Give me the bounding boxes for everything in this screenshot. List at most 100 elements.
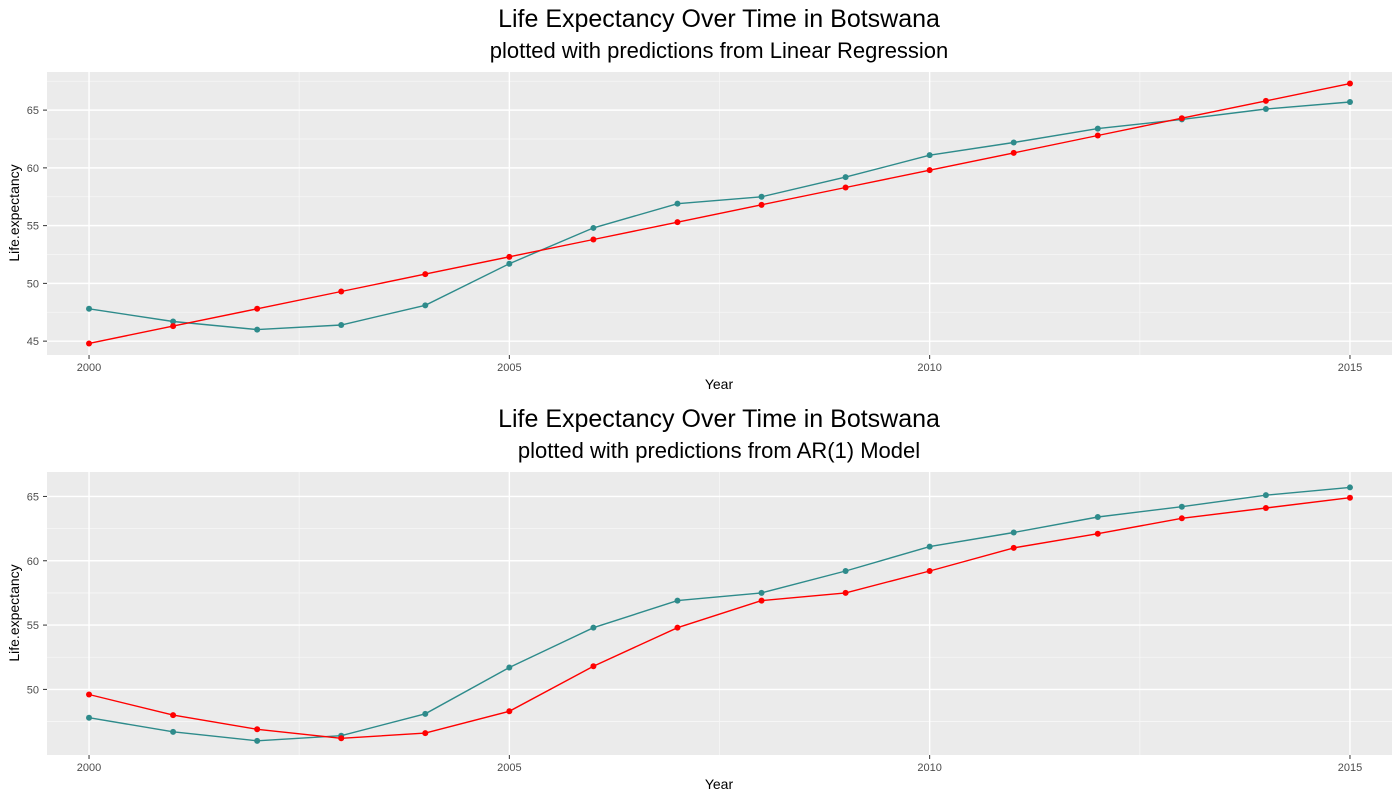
series-1-point — [1262, 97, 1269, 104]
chart-title: Life Expectancy Over Time in Botswana — [498, 405, 940, 433]
y-tick-label: 60 — [27, 556, 39, 568]
grid-lines — [47, 472, 1392, 755]
axis-ticks: 2000 2005 2010 2015 45 50 55 60 65 — [27, 105, 1362, 374]
y-tick-label: 50 — [27, 684, 39, 696]
series-1-point — [422, 271, 429, 278]
series-line-1 — [88, 497, 1351, 740]
ar1-model-chart: Life Expectancy Over Time in Botswana pl… — [6, 405, 1392, 792]
series-0-point — [1010, 529, 1017, 536]
series-0-point — [254, 326, 261, 333]
x-tick-label: 2015 — [1338, 762, 1362, 774]
series-1-point — [1094, 530, 1101, 537]
series-line-1 — [88, 82, 1351, 345]
series-1-point — [842, 589, 849, 596]
series-1-point — [1010, 149, 1017, 156]
series-1-point — [254, 726, 261, 733]
series-1-point — [842, 184, 849, 191]
y-tick-label: 50 — [27, 278, 39, 290]
chart-title: Life Expectancy Over Time in Botswana — [498, 5, 940, 33]
series-0-point — [86, 305, 93, 312]
y-tick-label: 60 — [27, 163, 39, 175]
series-1-point — [758, 597, 765, 604]
series-1-point — [1346, 80, 1353, 87]
series-1-point — [674, 219, 681, 226]
x-tick-label: 2000 — [77, 762, 101, 774]
series-1-point — [1094, 132, 1101, 139]
series-1-point — [758, 201, 765, 208]
series-1-point — [506, 253, 513, 260]
series-0-point — [842, 568, 849, 575]
series-1-point — [1346, 494, 1353, 501]
chart-subtitle: plotted with predictions from AR(1) Mode… — [518, 438, 920, 463]
series-1-point — [170, 712, 177, 719]
series-0-point — [338, 321, 345, 328]
series-1-point — [926, 167, 933, 174]
series-1-point — [1178, 515, 1185, 522]
series-0-point — [1094, 514, 1101, 521]
series-0-point — [926, 152, 933, 159]
x-axis-label: Year — [705, 376, 734, 392]
series-1-point — [1262, 505, 1269, 512]
series-0-point — [1346, 484, 1353, 491]
x-tick-label: 2010 — [917, 362, 941, 374]
series-0-point — [506, 260, 513, 267]
y-tick-label: 55 — [27, 620, 39, 632]
series-1-point — [674, 624, 681, 631]
series-0-point — [86, 714, 93, 721]
series-0-point — [758, 589, 765, 596]
series-0-point — [1262, 492, 1269, 499]
linear-regression-chart: Life Expectancy Over Time in Botswana pl… — [6, 5, 1392, 392]
series-0-point — [1262, 105, 1269, 112]
series-0-point — [1010, 139, 1017, 146]
series-1-point — [1010, 544, 1017, 551]
series-line-0 — [88, 101, 1351, 331]
series-0-point — [758, 193, 765, 200]
series-line-0 — [88, 486, 1351, 742]
series-1-point — [590, 236, 597, 243]
x-tick-label: 2010 — [917, 762, 941, 774]
series-0-point — [1346, 99, 1353, 106]
series-0-point — [674, 597, 681, 604]
series-0-point — [506, 664, 513, 671]
series-1-point — [422, 730, 429, 737]
x-tick-label: 2015 — [1338, 362, 1362, 374]
x-axis-label: Year — [705, 776, 734, 792]
series-1-point — [170, 323, 177, 330]
series-1-point — [506, 708, 513, 715]
series-1-point — [1178, 115, 1185, 122]
data-series — [86, 80, 1353, 347]
series-1-point — [590, 663, 597, 670]
series-0-point — [170, 728, 177, 735]
y-axis-label: Life.expectancy — [6, 564, 22, 661]
series-1-point — [926, 568, 933, 575]
series-1-point — [86, 340, 93, 347]
series-0-point — [254, 737, 261, 744]
series-0-point — [422, 302, 429, 309]
x-tick-label: 2005 — [497, 362, 521, 374]
series-0-point — [1178, 503, 1185, 510]
data-series — [86, 484, 1353, 744]
series-0-point — [422, 710, 429, 717]
axis-ticks: 2000 2005 2010 2015 50 55 60 65 — [27, 491, 1362, 774]
series-1-point — [338, 288, 345, 295]
series-0-point — [590, 224, 597, 231]
y-tick-label: 55 — [27, 221, 39, 233]
series-0-point — [590, 624, 597, 631]
series-0-point — [1094, 125, 1101, 132]
x-tick-label: 2005 — [497, 762, 521, 774]
y-tick-label: 65 — [27, 491, 39, 503]
y-tick-label: 65 — [27, 105, 39, 117]
series-1-point — [254, 305, 261, 312]
series-1-point — [338, 735, 345, 742]
y-tick-label: 45 — [27, 336, 39, 348]
y-axis-label: Life.expectancy — [6, 164, 22, 261]
series-0-point — [170, 318, 177, 325]
chart-subtitle: plotted with predictions from Linear Reg… — [490, 38, 949, 63]
series-0-point — [926, 543, 933, 550]
grid-lines — [47, 72, 1392, 355]
x-tick-label: 2000 — [77, 362, 101, 374]
series-0-point — [842, 174, 849, 181]
series-0-point — [674, 200, 681, 207]
series-1-point — [86, 691, 93, 698]
